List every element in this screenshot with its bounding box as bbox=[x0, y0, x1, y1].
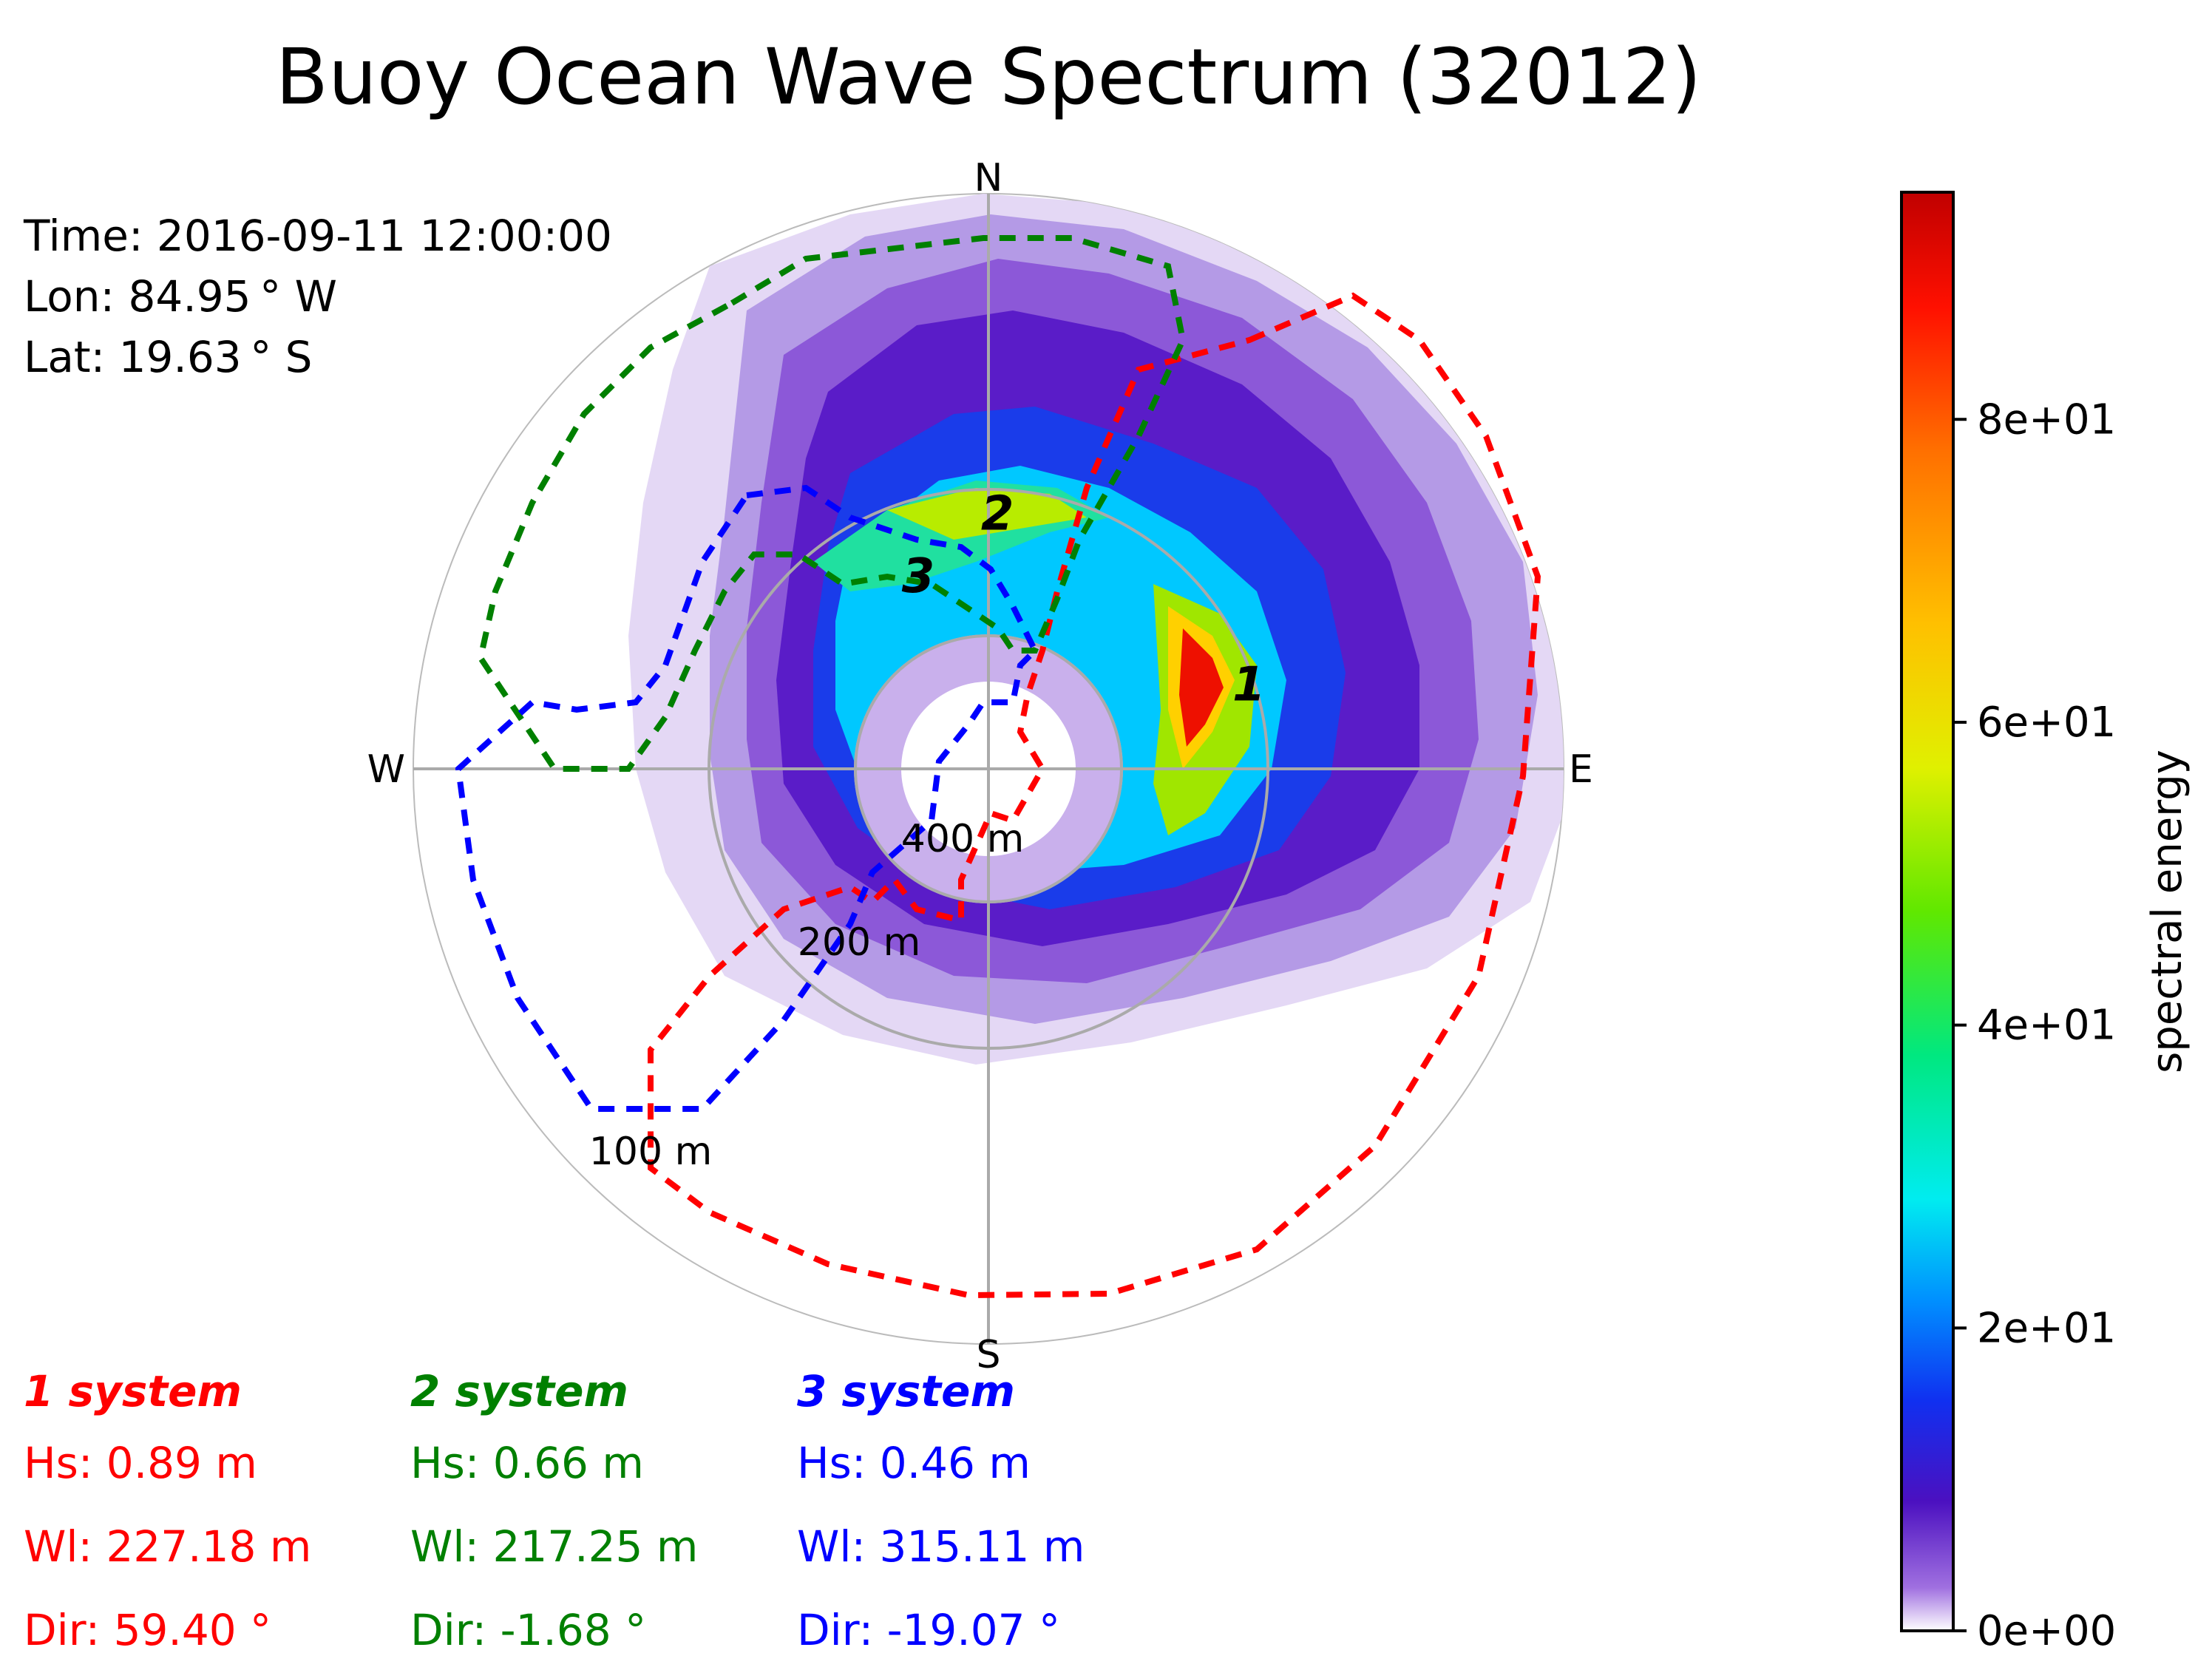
radial-tick-400m: 400 m bbox=[901, 817, 1024, 861]
peak-marker-2: 2 bbox=[981, 486, 1014, 541]
colorbar-tick-label-2: 4e+01 bbox=[1977, 1002, 2116, 1050]
system-2-outline bbox=[477, 235, 1187, 772]
system-1-hs: Hs: 0.89 m bbox=[24, 1438, 257, 1488]
energy-contours bbox=[628, 194, 1564, 1065]
compass-labels: N E S W bbox=[367, 156, 1593, 1377]
polar-plot-area: N E S W 100 m 200 m 400 m 1 23 bbox=[367, 156, 1593, 1377]
colorbar: 0e+00 2e+01 4e+01 6e+01 8e+01 spectral energ… bbox=[1900, 191, 2191, 1655]
radial-tick-200m: 200 m bbox=[798, 920, 920, 965]
polar-grid bbox=[413, 194, 1564, 1344]
compass-east-label: E bbox=[1569, 747, 1593, 792]
system-3-hs: Hs: 0.46 m bbox=[797, 1438, 1031, 1488]
peak-marker-1: 1 bbox=[1232, 658, 1266, 713]
colorbar-tick-label-0: 0e+00 bbox=[1977, 1607, 2116, 1655]
system-1-dir: Dir: 59.40 ° bbox=[24, 1605, 272, 1655]
system-3-title: 3 system bbox=[797, 1366, 1015, 1416]
system-1-outline bbox=[648, 292, 1541, 1299]
peak-markers: 1 23 bbox=[902, 486, 1266, 712]
system-1-wl: Wl: 227.18 m bbox=[24, 1521, 312, 1572]
system-3-dir: Dir: -19.07 ° bbox=[797, 1605, 1060, 1655]
colorbar-tick-label-3: 6e+01 bbox=[1977, 699, 2116, 747]
compass-south-label: S bbox=[976, 1333, 1000, 1377]
colorbar-bar bbox=[1900, 191, 1955, 1632]
colorbar-ticks: 0e+00 2e+01 4e+01 6e+01 8e+01 bbox=[1953, 396, 2116, 1655]
radial-tick-100m: 100 m bbox=[589, 1130, 712, 1174]
compass-west-label: W bbox=[367, 747, 405, 792]
info-lat: Lat: 19.63 ° S bbox=[24, 332, 313, 382]
chart-title: Buoy Ocean Wave Spectrum (32012) bbox=[276, 32, 1702, 122]
colorbar-tick-label-4: 8e+01 bbox=[1977, 396, 2116, 444]
compass-north-label: N bbox=[974, 156, 1003, 200]
system-3-wl: Wl: 315.11 m bbox=[797, 1521, 1085, 1572]
peak-marker-3: 3 bbox=[902, 549, 935, 604]
info-lon: Lon: 84.95 ° W bbox=[24, 271, 337, 322]
info-time: Time: 2016-09-11 12:00:00 bbox=[24, 211, 612, 261]
system-2-dir: Dir: -1.68 ° bbox=[410, 1605, 647, 1655]
radial-tick-labels: 100 m 200 m 400 m bbox=[589, 817, 1024, 1174]
system-2-wl: Wl: 217.25 m bbox=[410, 1521, 699, 1572]
system-3-outline bbox=[455, 484, 1039, 1112]
colorbar-label: spectral energy bbox=[2143, 750, 2191, 1073]
energy-contour-peak bbox=[1179, 628, 1224, 747]
system-1-title: 1 system bbox=[24, 1366, 242, 1416]
system-outlines bbox=[455, 235, 1541, 1299]
colorbar-tick-label-1: 2e+01 bbox=[1977, 1304, 2116, 1352]
system-2-title: 2 system bbox=[410, 1366, 628, 1416]
system-2-hs: Hs: 0.66 m bbox=[410, 1438, 644, 1488]
